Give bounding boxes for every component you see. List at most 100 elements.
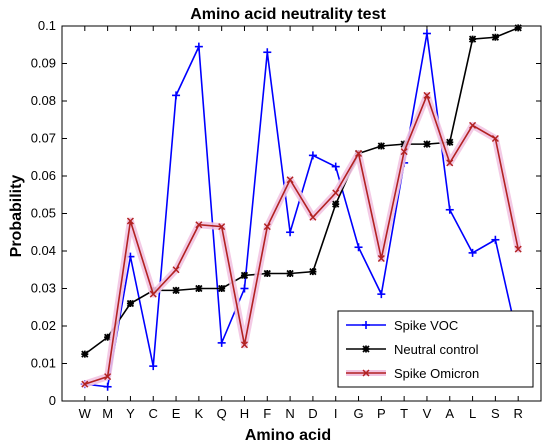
data-point-spike-omicron <box>286 176 294 184</box>
data-point-neutral-control <box>446 138 454 146</box>
data-point-spike-omicron <box>423 91 431 99</box>
data-point-spike-voc <box>149 362 158 371</box>
data-point-spike-omicron <box>514 245 522 253</box>
y-tick-label: 0.02 <box>31 318 56 333</box>
data-point-spike-omicron <box>491 134 499 143</box>
data-point-spike-voc <box>217 338 226 347</box>
data-point-neutral-control <box>81 350 89 358</box>
data-point-spike-omicron <box>126 217 134 225</box>
data-point-spike-voc <box>103 382 112 391</box>
data-point-spike-voc <box>354 243 363 252</box>
legend-label-neutral-control: Neutral control <box>394 342 479 357</box>
y-tick-label: 0.08 <box>31 93 56 108</box>
legend: Spike VOC Neutral control Spike Omicron <box>337 310 534 388</box>
y-tick-label: 0 <box>49 393 56 408</box>
data-point-spike-voc <box>377 290 386 299</box>
data-point-spike-voc <box>468 248 477 257</box>
marker-stroke <box>263 223 271 231</box>
marker-stroke <box>309 213 317 221</box>
legend-marker-neutral-control <box>362 345 370 353</box>
x-tick-label: T <box>400 406 408 421</box>
series-line-spike-omicron <box>84 93 519 385</box>
data-point-neutral-control <box>423 140 431 148</box>
x-axis-label: Amino acid <box>245 427 331 444</box>
marker-stroke <box>81 350 89 358</box>
data-point-spike-voc <box>422 29 431 38</box>
data-point-spike-omicron <box>263 223 271 231</box>
marker-stroke <box>172 286 180 295</box>
marker-stroke <box>149 290 157 298</box>
x-tick-label: P <box>377 406 386 421</box>
data-point-spike-voc <box>491 235 500 244</box>
chart-title: Amino acid neutrality test <box>190 6 386 23</box>
data-point-neutral-control <box>263 269 271 278</box>
marker-stroke <box>469 121 477 129</box>
data-point-spike-omicron <box>172 266 180 274</box>
y-tick-label: 0.07 <box>31 131 56 146</box>
x-tick-label: D <box>308 406 317 421</box>
data-point-neutral-control <box>377 142 385 150</box>
marker-stroke <box>240 271 249 280</box>
data-point-spike-omicron <box>240 341 249 349</box>
x-tick-label: G <box>353 406 363 421</box>
data-point-neutral-control <box>195 284 203 293</box>
x-tick-label: C <box>149 406 158 421</box>
data-point-neutral-control <box>218 284 226 293</box>
marker-stroke <box>263 269 271 278</box>
data-point-spike-omicron <box>354 149 363 158</box>
data-point-spike-voc <box>308 151 317 160</box>
data-point-neutral-control <box>491 33 500 41</box>
data-point-spike-omicron <box>309 213 317 221</box>
marker-stroke <box>218 223 226 231</box>
marker-stroke <box>446 138 454 146</box>
marker-stroke <box>362 369 370 377</box>
marker-stroke <box>286 269 294 278</box>
marker-stroke <box>423 140 431 148</box>
marker-stroke <box>377 142 385 150</box>
x-tick-label: Q <box>217 406 227 421</box>
marker-stroke <box>195 221 203 229</box>
y-tick-label: 0.06 <box>31 168 56 183</box>
marker-stroke <box>240 341 249 349</box>
marker-stroke <box>126 299 135 308</box>
x-tick-label: K <box>195 406 204 421</box>
data-point-spike-omicron <box>332 189 340 197</box>
marker-stroke <box>514 245 522 253</box>
data-point-neutral-control <box>126 299 135 308</box>
data-point-spike-omicron <box>149 290 157 298</box>
data-point-spike-omicron <box>469 121 477 129</box>
marker-stroke <box>362 345 370 353</box>
data-point-neutral-control <box>172 286 180 295</box>
x-tick-label: A <box>445 406 454 421</box>
marker-stroke <box>514 24 522 32</box>
marker-stroke <box>309 267 317 276</box>
x-tick-label: L <box>469 406 476 421</box>
data-point-spike-omicron <box>195 221 203 229</box>
data-point-spike-omicron <box>446 159 454 167</box>
x-tick-label: E <box>172 406 181 421</box>
data-point-neutral-control <box>332 200 340 208</box>
y-tick-label: 0.03 <box>31 281 56 296</box>
marker-stroke <box>332 200 340 208</box>
data-point-spike-voc <box>445 205 454 214</box>
data-point-neutral-control <box>514 24 522 32</box>
data-point-spike-omicron <box>377 254 385 263</box>
y-tick-label: 0.01 <box>31 356 56 371</box>
x-tick-label: V <box>423 406 432 421</box>
data-point-spike-omicron <box>104 373 112 381</box>
legend-label-spike-voc: Spike VOC <box>394 318 458 333</box>
y-axis-label: Probability <box>8 175 25 258</box>
x-tick-label: S <box>491 406 500 421</box>
data-point-neutral-control <box>286 269 294 278</box>
marker-stroke <box>400 148 408 156</box>
data-point-spike-voc <box>240 284 249 293</box>
marker-stroke <box>81 380 89 388</box>
x-tick-label: Y <box>126 406 135 421</box>
marker-stroke <box>103 333 112 341</box>
marker-stroke <box>104 373 112 381</box>
marker-stroke <box>491 134 499 143</box>
marker-stroke <box>446 159 454 167</box>
x-tick-label: R <box>513 406 522 421</box>
legend-label-spike-omicron: Spike Omicron <box>394 366 479 381</box>
